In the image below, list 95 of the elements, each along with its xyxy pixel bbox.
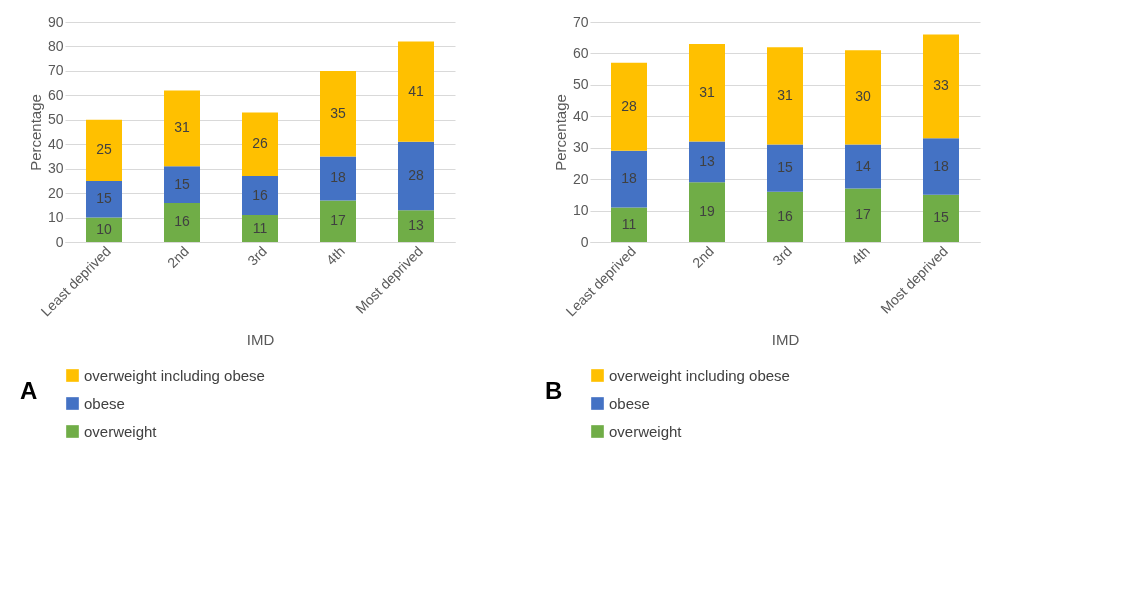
y-tick-label: 60	[572, 44, 589, 61]
bar	[86, 180, 122, 218]
data-label: 11	[621, 215, 637, 232]
bar	[398, 41, 434, 142]
data-label: 33	[933, 77, 949, 94]
y-tick-label: 20	[572, 170, 589, 187]
x-tick-label: 4th	[322, 243, 348, 269]
data-label: 13	[408, 217, 424, 234]
bar	[689, 141, 725, 183]
data-label: 17	[855, 206, 871, 223]
bar	[845, 144, 881, 189]
bar	[242, 112, 278, 176]
y-tick-label: 90	[47, 13, 64, 30]
y-axis-title: Percentage	[26, 94, 44, 171]
data-label: 15	[777, 159, 793, 176]
data-label: 30	[855, 88, 871, 105]
y-tick-label: 0	[55, 233, 64, 250]
legend-label: obese	[84, 394, 125, 412]
y-tick-label: 50	[572, 76, 589, 93]
x-axis-title: IMD	[246, 331, 275, 349]
bar	[242, 176, 278, 216]
y-tick-label: 30	[47, 160, 64, 177]
y-axis-title: Percentage	[551, 94, 569, 171]
y-tick-label: 10	[47, 209, 64, 226]
data-label: 15	[174, 175, 190, 192]
data-label: 31	[777, 86, 793, 103]
legend-label: overweight	[84, 422, 158, 440]
bar	[845, 188, 881, 242]
data-label: 31	[174, 119, 190, 136]
y-tick-label: 20	[47, 184, 64, 201]
bar	[767, 144, 803, 192]
x-tick-label: 2nd	[164, 243, 192, 271]
legend-label: overweight	[609, 422, 683, 440]
bar	[923, 34, 959, 139]
data-label: 18	[933, 157, 949, 174]
data-label: 31	[699, 83, 715, 100]
data-label: 11	[252, 219, 268, 236]
text: B	[545, 377, 563, 404]
data-label: 14	[855, 157, 871, 174]
bar	[398, 141, 434, 211]
bar	[164, 166, 200, 203]
bar	[164, 90, 200, 167]
y-tick-label: 10	[572, 202, 589, 219]
bar	[86, 119, 122, 181]
y-tick-label: 40	[572, 107, 589, 124]
bar	[164, 202, 200, 242]
y-tick-label: 70	[572, 13, 589, 30]
x-tick-label: 2nd	[689, 243, 717, 271]
bar	[320, 200, 356, 242]
bar	[320, 70, 356, 157]
data-label: 25	[96, 141, 112, 158]
bar	[923, 138, 959, 195]
x-tick-label: 3rd	[769, 243, 795, 269]
data-label: 15	[96, 190, 112, 207]
data-label: 16	[777, 207, 793, 224]
bar	[611, 150, 647, 208]
y-tick-label: 30	[572, 139, 589, 156]
y-tick-label: 60	[47, 86, 64, 103]
y-tick-label: 0	[580, 233, 589, 250]
bar	[689, 182, 725, 242]
data-label: 15	[933, 209, 949, 226]
legend-label: obese	[609, 394, 650, 412]
data-label: 18	[621, 170, 637, 187]
x-tick-label: 4th	[847, 243, 873, 269]
data-label: 19	[699, 203, 715, 220]
x-axis-title: IMD	[771, 331, 800, 349]
y-tick-label: 70	[47, 62, 64, 79]
bar	[689, 44, 725, 142]
bar	[845, 50, 881, 145]
data-label: 26	[252, 135, 268, 152]
data-label: 10	[96, 220, 112, 237]
data-label: 17	[330, 212, 346, 229]
legend-label: overweight including obese	[84, 366, 265, 384]
data-label: 28	[621, 97, 637, 114]
data-label: 16	[252, 186, 268, 203]
x-tick-label: 3rd	[244, 243, 270, 269]
data-label: 28	[408, 167, 424, 183]
bar	[767, 47, 803, 145]
bar	[320, 156, 356, 201]
bar	[923, 194, 959, 242]
bar	[611, 62, 647, 151]
legend-label: overweight including obese	[609, 366, 790, 384]
data-label: 18	[330, 169, 346, 186]
bar	[398, 210, 434, 242]
data-label: 41	[408, 82, 424, 99]
y-tick-label: 80	[47, 37, 64, 54]
bar	[611, 207, 647, 242]
data-label: 13	[699, 152, 715, 169]
y-tick-label: 40	[47, 135, 64, 152]
bar	[242, 215, 278, 242]
text: A	[20, 377, 38, 404]
data-label: 16	[174, 213, 190, 230]
bar	[767, 191, 803, 242]
y-tick-label: 50	[47, 111, 64, 128]
data-label: 35	[330, 104, 346, 121]
